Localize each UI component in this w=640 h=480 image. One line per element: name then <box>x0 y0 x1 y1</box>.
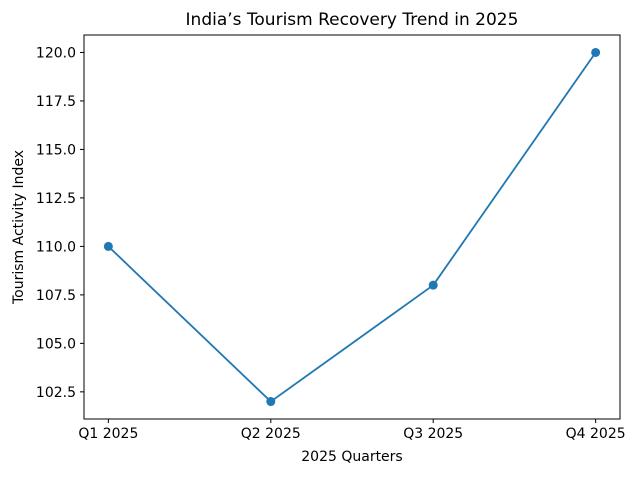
y-tick-label: 105.0 <box>36 336 76 352</box>
plot-frame <box>83 34 621 420</box>
data-point-marker <box>103 241 113 251</box>
y-tick-label: 102.5 <box>36 385 76 401</box>
y-axis-label: Tourism Activity Index <box>11 150 27 305</box>
plot-area: 102.5 105.0 107.5 110.0 112.5 115.0 117.5 120.0… <box>36 34 626 442</box>
y-tick-label: 110.0 <box>36 239 76 255</box>
y-tick-label: 115.0 <box>36 142 76 158</box>
x-axis-label: 2025 Quarters <box>301 449 402 465</box>
x-tick-label: Q4 2025 <box>566 426 626 442</box>
x-tick-label: Q1 2025 <box>78 426 138 442</box>
y-tick-label: 117.5 <box>36 94 76 110</box>
data-point-marker <box>428 280 438 290</box>
data-point-marker <box>266 397 276 407</box>
y-tick-label: 107.5 <box>36 288 76 304</box>
x-tick-label: Q3 2025 <box>403 426 463 442</box>
y-tick-label: 112.5 <box>36 191 76 207</box>
y-tick-label: 120.0 <box>36 45 76 61</box>
data-point-marker <box>591 47 601 57</box>
chart-title: India’s Tourism Recovery Trend in 2025 <box>186 10 519 30</box>
x-tick-label: Q2 2025 <box>241 426 301 442</box>
trend-line <box>107 51 597 403</box>
